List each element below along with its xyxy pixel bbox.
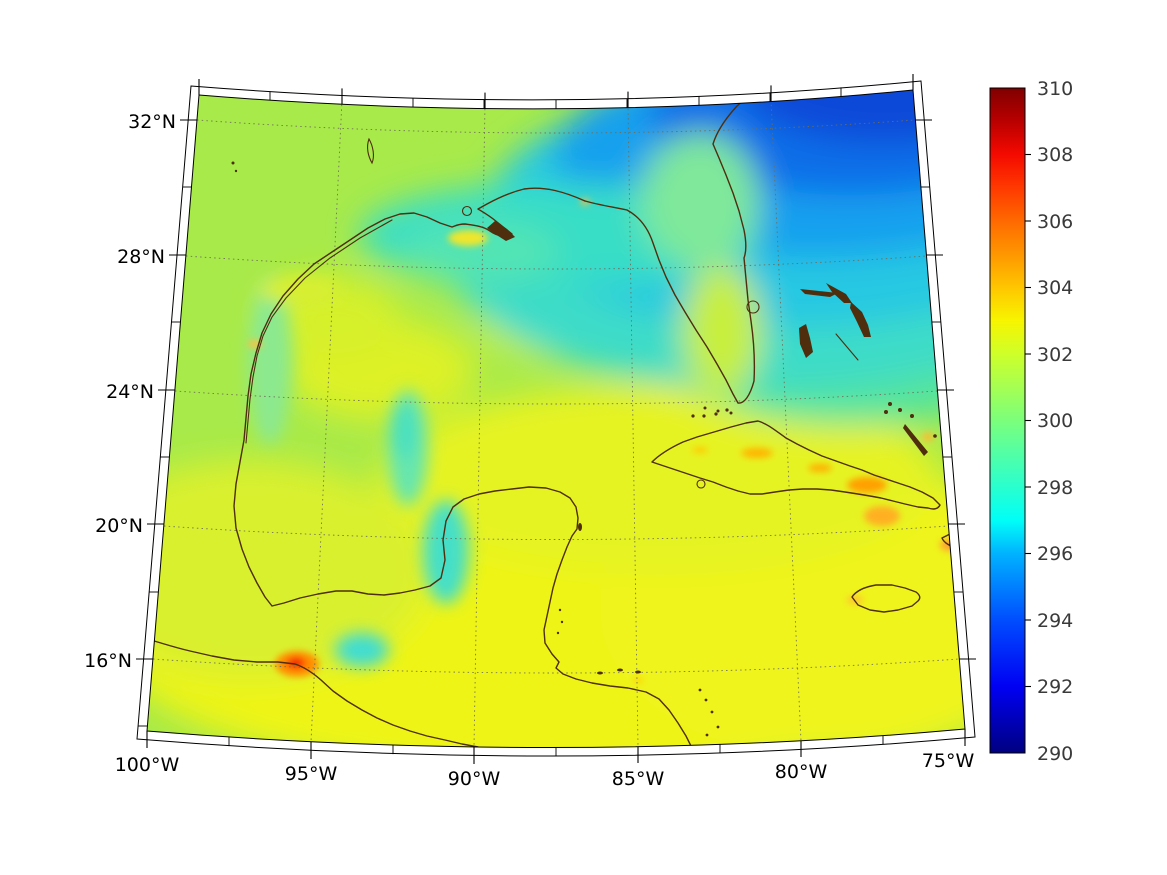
coastlines — [150, 90, 965, 748]
lon-label-100w: 100°W — [115, 754, 180, 776]
map-border — [136, 74, 976, 764]
colorbar-labels: 310 308 306 304 302 300 298 296 294 292 … — [1037, 78, 1073, 765]
cbar-label-300: 300 — [1037, 410, 1073, 432]
lat-label-20n: 20°N — [95, 515, 143, 537]
lat-label-16n: 16°N — [84, 650, 132, 672]
lake-pontchartrain — [461, 205, 473, 217]
toledo-bend-lake — [367, 137, 374, 165]
texas-barrier-islands — [245, 219, 393, 444]
colorbar-ticks — [1025, 153, 1031, 688]
cbar-label-310: 310 — [1037, 78, 1073, 100]
lat-label-24n: 24°N — [106, 381, 154, 403]
temperature-field — [147, 90, 965, 748]
lon-label-85w: 85°W — [612, 768, 665, 790]
colorbar-gradient — [989, 87, 1026, 754]
exuma-chain — [835, 333, 859, 361]
pacific-coastline — [150, 639, 479, 748]
lat-label-28n: 28°N — [117, 246, 165, 268]
cbar-label-308: 308 — [1037, 144, 1073, 166]
lon-label-95w: 95°W — [285, 763, 338, 785]
map-outer-frame — [136, 80, 976, 757]
cbar-label-292: 292 — [1037, 676, 1073, 698]
jamaica-coastline — [851, 584, 921, 613]
islands — [231, 161, 937, 737]
cbar-label-294: 294 — [1037, 610, 1073, 632]
cbar-label-290: 290 — [1037, 743, 1073, 765]
map-inner-frame — [146, 89, 966, 749]
lon-label-80w: 80°W — [775, 761, 828, 783]
lon-label-90w: 90°W — [448, 768, 501, 790]
isla-juventud — [696, 479, 706, 489]
field-medium-blobs — [248, 275, 469, 667]
gridlines — [152, 99, 960, 748]
cuba-coastline — [651, 420, 941, 510]
lon-label-75w: 75°W — [922, 750, 975, 772]
colorbar: 310 308 306 304 302 300 298 296 294 292 … — [989, 78, 1073, 765]
cbar-label-298: 298 — [1037, 477, 1073, 499]
florida-coastline — [584, 90, 756, 404]
lat-label-32n: 32°N — [128, 111, 176, 133]
cbar-label-296: 296 — [1037, 543, 1073, 565]
lake-okeechobee — [746, 300, 760, 314]
cbar-label-306: 306 — [1037, 211, 1073, 233]
cbar-label-304: 304 — [1037, 277, 1073, 299]
gulf-mexico-coastline — [233, 187, 693, 748]
latitude-labels: 32°N 28°N 24°N 20°N 16°N — [84, 111, 176, 672]
axis-ticks — [136, 74, 976, 764]
cbar-label-302: 302 — [1037, 344, 1073, 366]
longitude-labels: 100°W 95°W 90°W 85°W 80°W 75°W — [115, 750, 975, 790]
